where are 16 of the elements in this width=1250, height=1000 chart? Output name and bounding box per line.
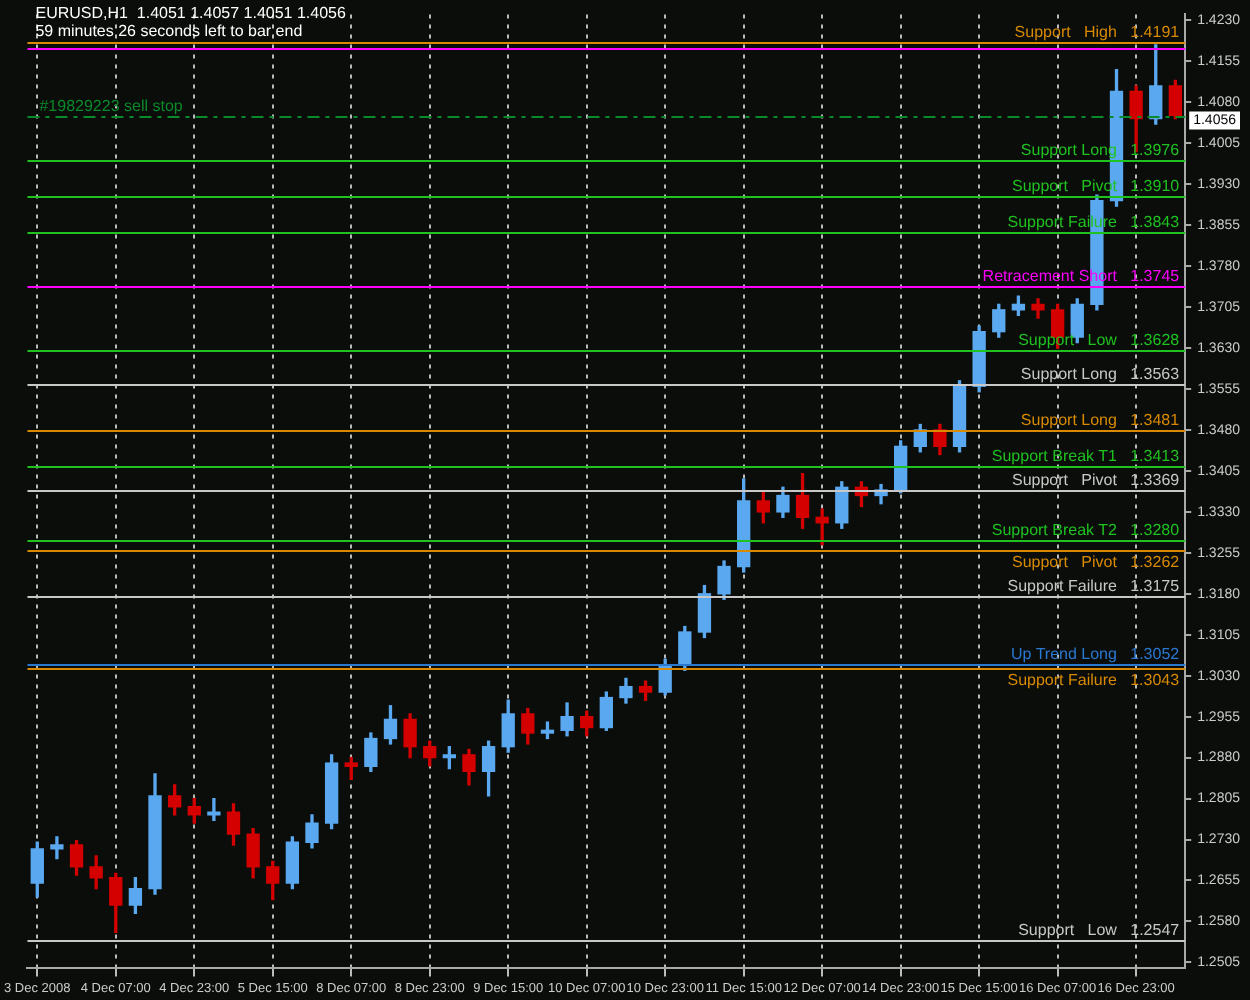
ref-line-label: Support High 1.4191 bbox=[1014, 23, 1181, 42]
chart-title: EURUSD,H1 1.4051 1.4057 1.4051 1.4056 bbox=[35, 4, 348, 23]
ref-line-label: Support Pivot 1.3262 bbox=[1011, 553, 1181, 572]
ref-line-label: Support Failure 1.3175 bbox=[1007, 577, 1181, 596]
ref-line-label: Up Trend Long 1.3052 bbox=[1011, 645, 1181, 664]
ref-line-label: #19829223 sell stop bbox=[39, 97, 184, 116]
ref-line-label: Support Low 1.2547 bbox=[1018, 921, 1181, 940]
ref-line-label: Support Long 1.3563 bbox=[1020, 365, 1181, 384]
ref-line-label: Support Pivot 1.3369 bbox=[1011, 471, 1181, 490]
ref-line-label: Support Break T2 1.3280 bbox=[991, 521, 1181, 540]
text: 59 minutes 26 seconds left to bar end bbox=[35, 22, 303, 41]
ref-line-label: Support Break T1 1.3413 bbox=[991, 447, 1181, 466]
candlestick bbox=[207, 797, 221, 822]
ref-line-label: Support Long 1.3481 bbox=[1020, 411, 1181, 430]
ref-line-label: Support Failure 1.3043 bbox=[1007, 671, 1181, 690]
candlestick bbox=[50, 836, 64, 860]
